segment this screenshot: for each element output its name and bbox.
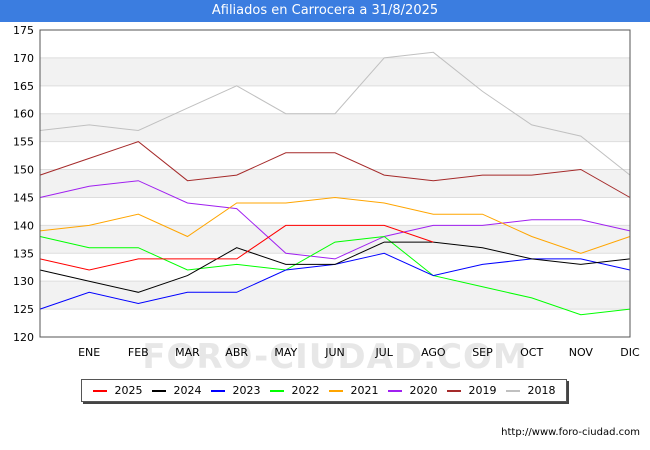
legend-swatch	[387, 389, 402, 392]
legend-label: 2018	[527, 384, 556, 397]
x-tick-label: FEB	[128, 346, 149, 359]
series-line-2024	[39, 241, 631, 293]
x-tick-label: OCT	[520, 346, 543, 359]
legend-swatch	[446, 389, 461, 392]
y-tick-label: 145	[13, 191, 34, 204]
series-line-2018	[39, 51, 631, 176]
series-line-2022	[39, 235, 631, 316]
x-tick-label: MAY	[274, 346, 297, 359]
source-credit: http://www.foro-ciudad.com	[501, 427, 640, 438]
y-tick-label: 160	[13, 108, 34, 121]
plot-band	[40, 281, 630, 310]
legend-label: 2019	[468, 384, 497, 397]
legend-item-2021: 2021	[328, 384, 379, 397]
legend-label: 2020	[409, 384, 438, 397]
legend-swatch	[269, 389, 284, 392]
legend-label: 2022	[291, 384, 320, 397]
plot-band	[40, 169, 630, 198]
plot-band	[40, 197, 630, 226]
series-line-2019	[39, 141, 631, 198]
y-tick-label: 150	[13, 164, 34, 177]
plot-band	[40, 253, 630, 282]
plot-band	[40, 141, 630, 170]
legend-label: 2025	[114, 384, 143, 397]
legend-label: 2023	[232, 384, 261, 397]
plot-frame	[39, 29, 631, 338]
x-tick-label: ENE	[78, 346, 100, 359]
x-tick-label: ABR	[225, 346, 248, 359]
plot-band	[40, 57, 630, 86]
watermark: FORO-CIUDAD.COM	[142, 337, 528, 377]
x-tick-label: NOV	[569, 346, 594, 359]
plot-band	[40, 30, 630, 58]
plot-band	[40, 309, 630, 337]
legend-swatch	[328, 389, 343, 392]
legend-item-2025: 2025	[92, 384, 143, 397]
legend-label: 2024	[173, 384, 202, 397]
legend-swatch	[92, 389, 107, 392]
legend-item-2022: 2022	[269, 384, 320, 397]
y-tick-label: 140	[13, 219, 34, 232]
plot-band	[40, 225, 630, 254]
legend-item-2018: 2018	[505, 384, 556, 397]
y-tick-label: 120	[13, 331, 34, 344]
legend: 2025 2024 2023 2022 2021 2020 2019 2018	[81, 379, 567, 402]
legend-swatch	[210, 389, 225, 392]
chart-title: Afiliados en Carrocera a 31/8/2025	[0, 0, 650, 22]
series-line-2020	[39, 180, 631, 260]
y-tick-label: 135	[13, 247, 34, 260]
series-line-2021	[39, 196, 631, 254]
y-tick-label: 165	[13, 80, 34, 93]
x-tick-label: AGO	[421, 346, 446, 359]
plot-band	[40, 113, 630, 142]
legend-swatch	[505, 389, 520, 392]
x-tick-label: JUL	[374, 346, 393, 359]
series-line-2025	[39, 224, 434, 271]
legend-item-2024: 2024	[151, 384, 202, 397]
y-tick-label: 170	[13, 52, 34, 65]
legend-label: 2021	[350, 384, 379, 397]
legend-swatch	[151, 389, 166, 392]
x-tick-label: DIC	[620, 346, 640, 359]
y-tick-label: 130	[13, 275, 34, 288]
y-tick-label: 155	[13, 136, 34, 149]
x-tick-label: JUN	[324, 346, 345, 359]
x-tick-label: MAR	[175, 346, 200, 359]
legend-item-2019: 2019	[446, 384, 497, 397]
y-tick-label: 175	[13, 24, 34, 37]
legend-item-2020: 2020	[387, 384, 438, 397]
x-tick-label: SEP	[472, 346, 493, 359]
y-tick-label: 125	[13, 303, 34, 316]
legend-item-2023: 2023	[210, 384, 261, 397]
plot-band	[40, 85, 630, 114]
